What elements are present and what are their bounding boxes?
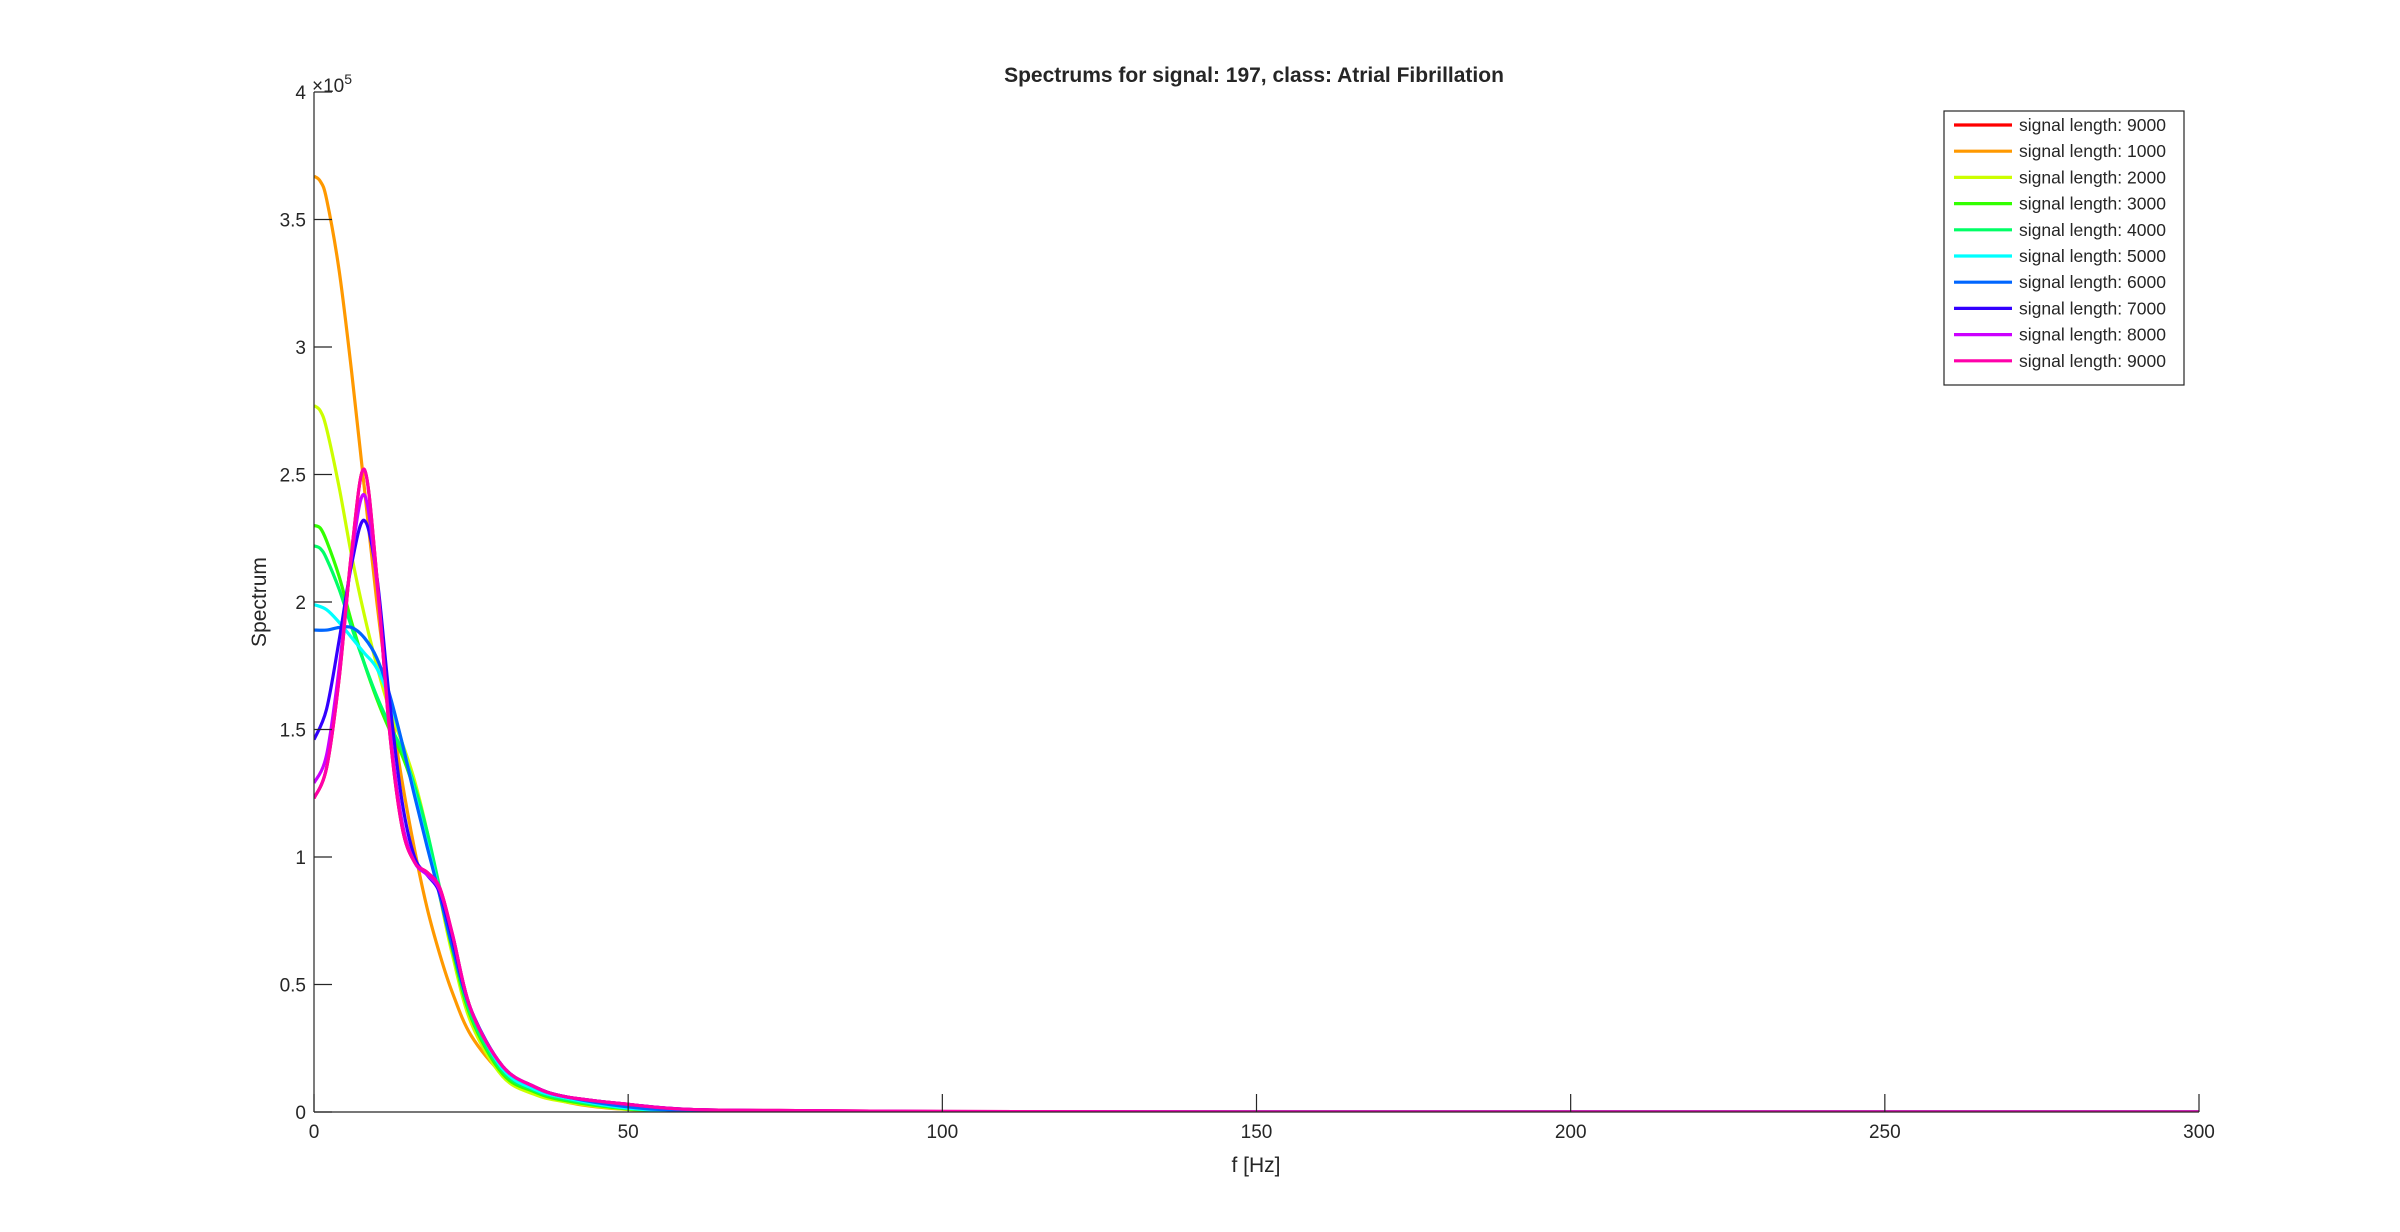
y-tick-label: 0 [295, 1103, 306, 1124]
axes: 0 50 100 150 200 250 300 0 0.5 1 1.5 2 2.5 3 3.5 4 [280, 83, 2215, 1143]
plot-area [314, 174, 2199, 1112]
y-axis-label: Spectrum [248, 557, 271, 647]
legend-label-1: signal length: 9000 [2019, 115, 2166, 135]
legend-label-7: signal length: 6000 [2019, 272, 2166, 292]
series-line-3 [314, 404, 2199, 1112]
legend-label-6: signal length: 5000 [2019, 246, 2166, 266]
y-tick-label: 1 [295, 848, 306, 869]
series-group [314, 174, 2199, 1112]
x-axis-label: f [Hz] [1231, 1154, 1280, 1177]
y-tick-label: 3.5 [280, 211, 306, 232]
legend-label-4: signal length: 3000 [2019, 194, 2166, 214]
series-line-6 [314, 603, 2199, 1112]
legend-label-10: signal length: 9000 [2019, 351, 2166, 371]
x-tick-label: 300 [2183, 1122, 2215, 1143]
y-tick-label: 1.5 [280, 721, 306, 742]
legend-label-9: signal length: 8000 [2019, 325, 2166, 345]
legend: signal length: 9000 signal length: 1000 si… [1943, 110, 2185, 386]
legend-box [1943, 110, 2185, 386]
y-tick-label: 2.5 [280, 466, 306, 487]
legend-label-2: signal length: 1000 [2019, 141, 2166, 161]
x-tick-label: 100 [926, 1122, 958, 1143]
y-tick-label: 3 [295, 338, 306, 359]
y-tick-label: 4 [295, 83, 306, 104]
x-tick-label: 50 [618, 1122, 639, 1143]
y-exponent-base: ×10 [312, 76, 344, 97]
x-tick-label: 250 [1869, 1122, 1901, 1143]
series-line-10 [314, 467, 2199, 1112]
legend-label-5: signal length: 4000 [2019, 220, 2166, 240]
x-tick-label: 150 [1241, 1122, 1273, 1143]
legend-label-3: signal length: 2000 [2019, 167, 2166, 187]
legend-label-8: signal length: 7000 [2019, 298, 2166, 318]
chart-title: Spectrums for signal: 197, class: Atrial… [1004, 64, 1504, 87]
y-tick-label: 2 [295, 593, 306, 614]
x-tick-label: 0 [309, 1122, 320, 1143]
y-exponent-power: 5 [344, 71, 352, 87]
x-tick-label: 200 [1555, 1122, 1587, 1143]
y-tick-label: 0.5 [280, 976, 306, 997]
series-line-5 [314, 544, 2199, 1112]
